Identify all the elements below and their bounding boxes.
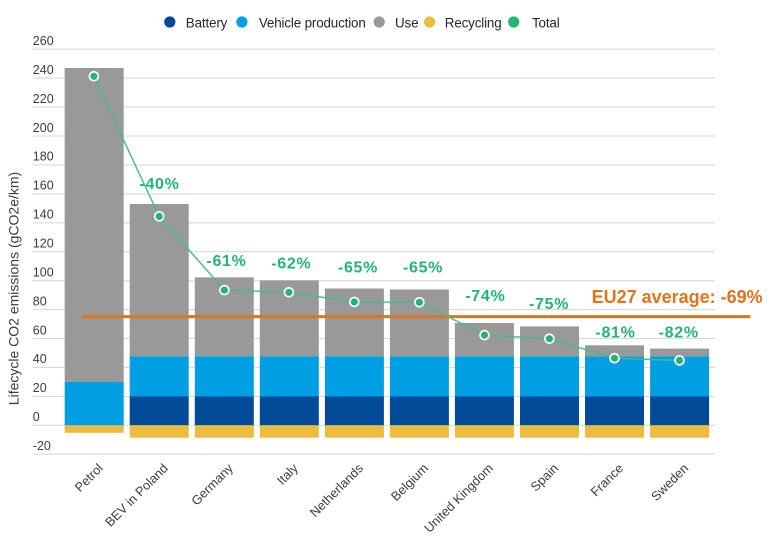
svg-text:EU27 average: -69%: EU27 average: -69% <box>592 287 763 307</box>
svg-text:Battery: Battery <box>186 15 228 30</box>
svg-text:-61%: -61% <box>206 253 246 270</box>
svg-text:Lifecycle CO2 emissions (gCO2e: Lifecycle CO2 emissions (gCO2e/km) <box>6 172 22 405</box>
svg-text:-65%: -65% <box>403 259 443 276</box>
svg-text:140: 140 <box>33 208 54 222</box>
svg-text:120: 120 <box>33 237 54 251</box>
svg-text:180: 180 <box>33 150 54 164</box>
svg-text:-74%: -74% <box>465 288 505 305</box>
svg-text:260: 260 <box>33 34 54 48</box>
svg-text:160: 160 <box>33 179 54 193</box>
svg-text:Recycling: Recycling <box>445 15 502 30</box>
svg-text:-40%: -40% <box>139 176 179 193</box>
svg-text:-20: -20 <box>33 439 51 453</box>
svg-text:220: 220 <box>33 92 54 106</box>
svg-text:-65%: -65% <box>338 259 378 276</box>
svg-text:20: 20 <box>33 381 47 395</box>
svg-text:Vehicle production: Vehicle production <box>259 15 366 30</box>
svg-text:-62%: -62% <box>271 256 311 273</box>
svg-text:-75%: -75% <box>529 296 569 313</box>
svg-text:60: 60 <box>33 323 47 337</box>
svg-text:0: 0 <box>33 410 40 424</box>
svg-text:100: 100 <box>33 266 54 280</box>
svg-text:200: 200 <box>33 121 54 135</box>
svg-text:80: 80 <box>33 294 47 308</box>
svg-text:Use: Use <box>395 15 418 30</box>
svg-text:240: 240 <box>33 63 54 77</box>
svg-text:-82%: -82% <box>659 325 699 342</box>
svg-text:40: 40 <box>33 352 47 366</box>
svg-text:Total: Total <box>532 15 560 30</box>
svg-text:-81%: -81% <box>595 325 635 342</box>
